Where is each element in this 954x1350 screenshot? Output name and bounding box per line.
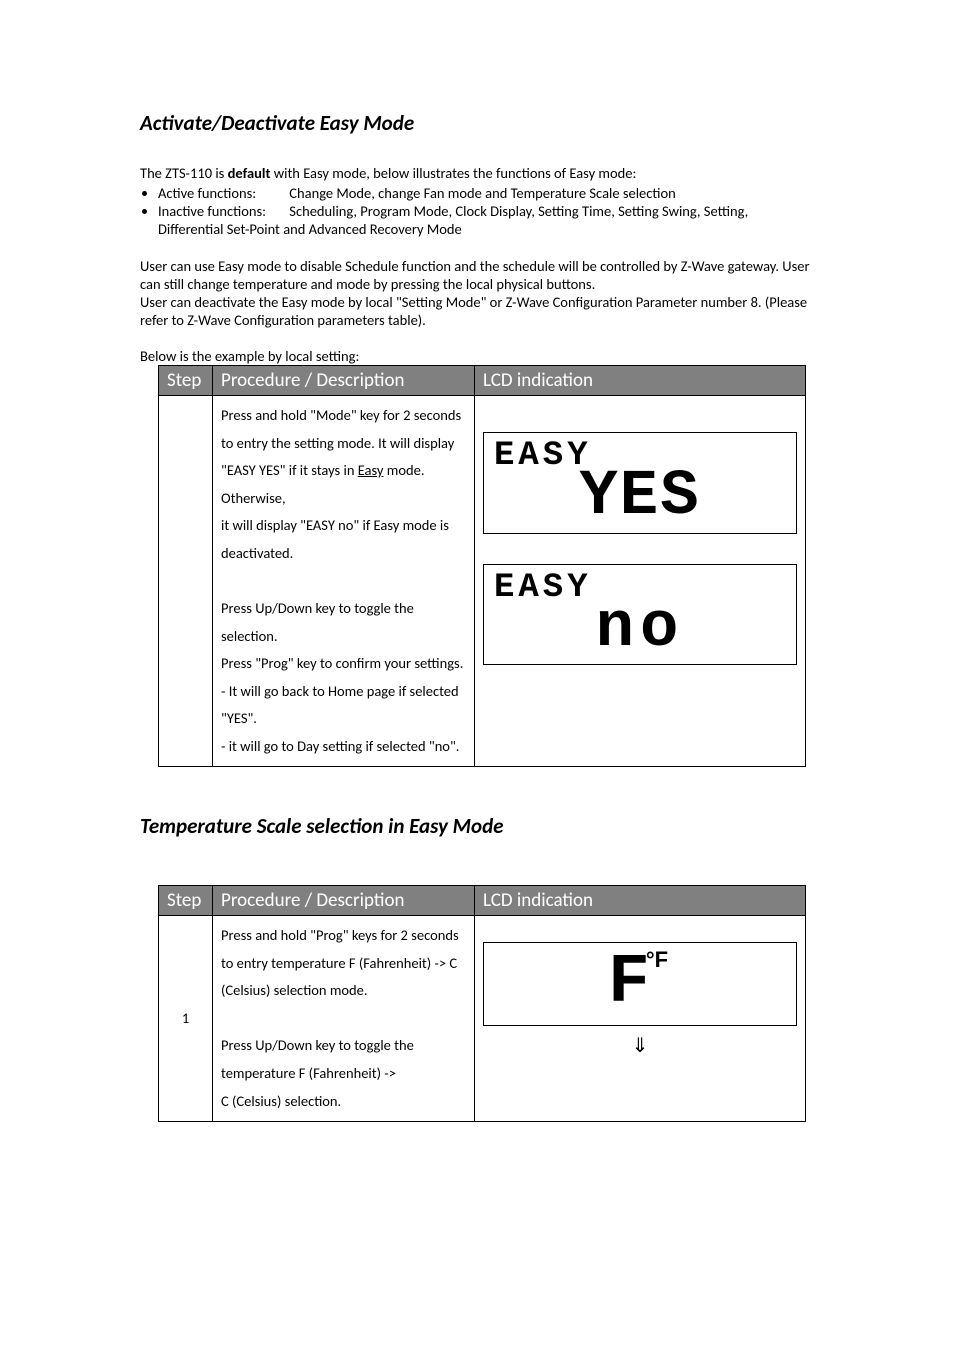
procB-l2: Press "Prog" key to confirm your setting… [221,654,463,672]
table2-th-proc: Procedure / Description [213,886,475,916]
t2-proc-l1: Press and hold "Prog" keys for 2 seconds… [221,926,459,999]
lcd1-big: YES [494,469,786,527]
table2-step: 1 [159,916,213,1122]
lcd-f-row: F°F [494,949,786,1019]
procB: Press Up/Down key to toggle the selectio… [221,595,466,760]
lcd-easy-no: EASY no [483,564,797,666]
bullet-inactive-label: Inactive functions: [158,202,286,220]
para2-l2: User can deactivate the Easy mode by loc… [140,293,814,329]
lcd2-big: no [494,601,786,659]
table2-header-row: Step Procedure / Description LCD indicat… [159,886,806,916]
lcd-fahrenheit: F°F [483,942,797,1026]
example-intro: Below is the example by local setting: [140,347,814,365]
lcd-f-big: F [608,944,650,1023]
table1-header-row: Step Procedure / Description LCD indicat… [159,366,806,396]
table1-th-lcd: LCD indication [475,366,806,396]
table1-step [159,396,213,767]
table1-lcd: EASY YES EASY no [475,396,806,767]
section1-intro: The ZTS-110 is default with Easy mode, b… [140,164,814,182]
table1-proc: Press and hold "Mode" key for 2 seconds … [213,396,475,767]
t2-proc-l3: C (Celsius) selection. [221,1092,341,1110]
procB-l1: Press Up/Down key to toggle the selectio… [221,599,414,645]
section2-title: Temperature Scale selection in Easy Mode [140,813,814,839]
lcd-f-unit: °F [646,947,668,972]
intro-bold: default [228,164,271,182]
procB-l3: - It will go back to Home page if select… [221,682,459,728]
table2-row: 1 Press and hold "Prog" keys for 2 secon… [159,916,806,1122]
bullet-active-label: Active functions: [158,184,286,202]
section1-bullets: Active functions: Change Mode, change Fa… [140,184,814,238]
table2-lcd: F°F ⇓ [475,916,806,1122]
procA-l2: it will display "EASY no" if Easy mode i… [221,516,449,562]
t2-proc-l2: Press Up/Down key to toggle the temperat… [221,1036,414,1082]
table1-row: Press and hold "Mode" key for 2 seconds … [159,396,806,767]
table1-th-step: Step [159,366,213,396]
procA-pre: Press and hold "Mode" key for 2 seconds … [221,406,461,479]
section1-intro-block: The ZTS-110 is default with Easy mode, b… [140,164,814,239]
bullet-active-text: Change Mode, change Fan mode and Tempera… [289,184,675,202]
page: Activate/Deactivate Easy Mode The ZTS-11… [0,0,954,1182]
intro-post: with Easy mode, below illustrates the fu… [270,164,636,182]
table2-proc: Press and hold "Prog" keys for 2 seconds… [213,916,475,1122]
bullet-inactive: Inactive functions: Scheduling, Program … [158,202,814,238]
arrow-down-icon: ⇓ [483,1036,797,1056]
table1: Step Procedure / Description LCD indicat… [158,365,806,767]
lcd-easy-yes: EASY YES [483,432,797,534]
procB-l4: - it will go to Day setting if selected … [221,737,459,755]
section1-para2: User can use Easy mode to disable Schedu… [140,257,814,330]
para2-l1: User can use Easy mode to disable Schedu… [140,257,814,293]
bullet-active: Active functions: Change Mode, change Fa… [158,184,814,202]
intro-pre: The ZTS-110 is [140,164,228,182]
table2-th-lcd: LCD indication [475,886,806,916]
section1-title: Activate/Deactivate Easy Mode [140,110,814,136]
procA: Press and hold "Mode" key for 2 seconds … [221,402,466,567]
table2: Step Procedure / Description LCD indicat… [158,885,806,1122]
procA-under: Easy [358,461,384,479]
table2-th-step: Step [159,886,213,916]
table1-th-proc: Procedure / Description [213,366,475,396]
